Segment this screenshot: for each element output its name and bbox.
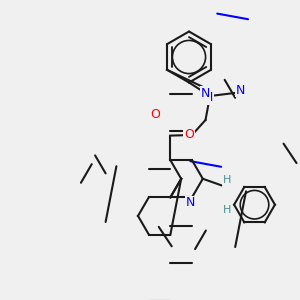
Text: N: N <box>201 87 210 100</box>
Text: H: H <box>223 175 231 185</box>
Text: O: O <box>151 108 160 121</box>
Text: N: N <box>204 91 213 104</box>
Text: N: N <box>186 196 195 209</box>
Text: N: N <box>235 83 245 97</box>
Text: H: H <box>222 205 231 215</box>
Text: O: O <box>184 128 194 142</box>
